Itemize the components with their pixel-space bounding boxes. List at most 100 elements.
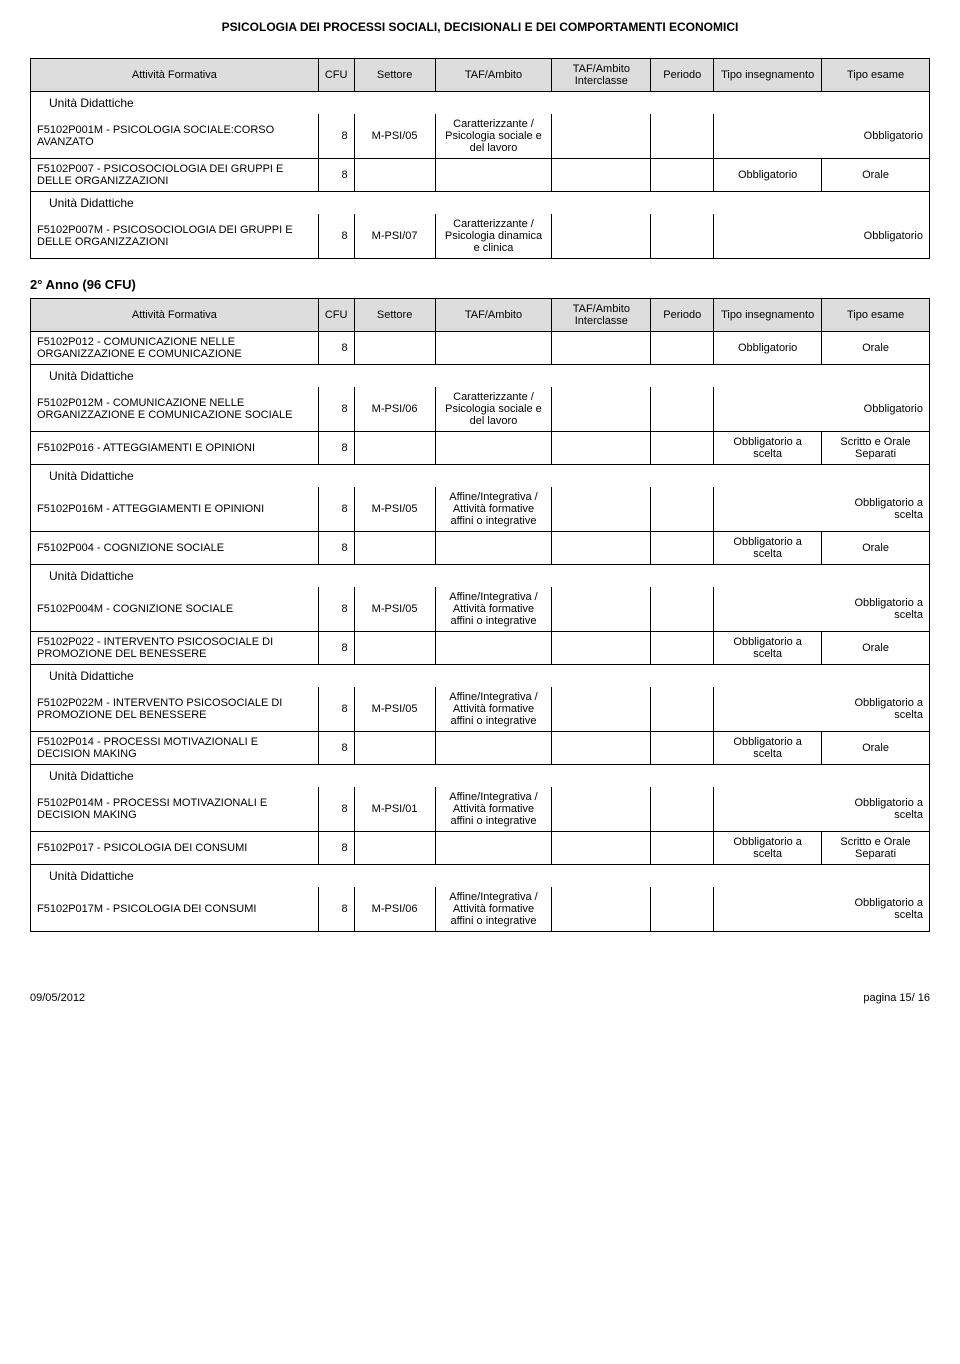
cell-taf: Affine/Integrativa / Attività formative … bbox=[435, 487, 552, 532]
cell-empty bbox=[354, 159, 435, 192]
col-taf-inter: TAF/Ambito Interclasse bbox=[552, 59, 651, 92]
cell-tipo-esame: Orale bbox=[822, 732, 930, 765]
cell-tipo-esame: Obbligatorio a scelta bbox=[822, 787, 930, 832]
cell-tipo-esame: Obbligatorio bbox=[822, 387, 930, 432]
cell-tipo-esame: Scritto e Orale Separati bbox=[822, 432, 930, 465]
cell-cfu: 8 bbox=[318, 787, 354, 832]
table-row: F5102P012 - COMUNICAZIONE NELLE ORGANIZZ… bbox=[31, 332, 930, 365]
table-row: F5102P017M - PSICOLOGIA DEI CONSUMI 8 M-… bbox=[31, 887, 930, 932]
cell-attivita: F5102P017M - PSICOLOGIA DEI CONSUMI bbox=[31, 887, 319, 932]
cell-attivita: F5102P004 - COGNIZIONE SOCIALE bbox=[31, 532, 319, 565]
unita-label: Unità Didattiche bbox=[37, 869, 923, 883]
unita-row: Unità Didattiche bbox=[31, 92, 930, 115]
cell-attivita: F5102P004M - COGNIZIONE SOCIALE bbox=[31, 587, 319, 632]
cell-settore: M-PSI/01 bbox=[354, 787, 435, 832]
cell-empty bbox=[714, 214, 822, 259]
cell-cfu: 8 bbox=[318, 587, 354, 632]
cell-cfu: 8 bbox=[318, 532, 354, 565]
cell-tipo-esame: Scritto e Orale Separati bbox=[822, 832, 930, 865]
cell-settore: M-PSI/05 bbox=[354, 687, 435, 732]
cell-cfu: 8 bbox=[318, 114, 354, 159]
unita-row: Unità Didattiche bbox=[31, 365, 930, 388]
cell-cfu: 8 bbox=[318, 732, 354, 765]
cell-attivita: F5102P016 - ATTEGGIAMENTI E OPINIONI bbox=[31, 432, 319, 465]
anno-2-heading: 2° Anno (96 CFU) bbox=[30, 277, 930, 292]
cell-taf: Affine/Integrativa / Attività formative … bbox=[435, 587, 552, 632]
cell-attivita: F5102P007M - PSICOSOCIOLOGIA DEI GRUPPI … bbox=[31, 214, 319, 259]
cell-attivita: F5102P012M - COMUNICAZIONE NELLE ORGANIZ… bbox=[31, 387, 319, 432]
cell-cfu: 8 bbox=[318, 832, 354, 865]
table-row: F5102P001M - PSICOLOGIA SOCIALE:CORSO AV… bbox=[31, 114, 930, 159]
cell-taf: Caratterizzante / Psicologia dinamica e … bbox=[435, 214, 552, 259]
table-row: F5102P022M - INTERVENTO PSICOSOCIALE DI … bbox=[31, 687, 930, 732]
cell-attivita: F5102P022 - INTERVENTO PSICOSOCIALE DI P… bbox=[31, 632, 319, 665]
cell-tipo-esame: Obbligatorio a scelta bbox=[822, 587, 930, 632]
cell-taf: Caratterizzante / Psicologia sociale e d… bbox=[435, 387, 552, 432]
unita-label: Unità Didattiche bbox=[37, 769, 923, 783]
col-attivita: Attività Formativa bbox=[31, 59, 319, 92]
cell-tipo-esame: Obbligatorio a scelta bbox=[822, 687, 930, 732]
table-row: F5102P017 - PSICOLOGIA DEI CONSUMI 8 Obb… bbox=[31, 832, 930, 865]
cell-cfu: 8 bbox=[318, 687, 354, 732]
table-row: F5102P012M - COMUNICAZIONE NELLE ORGANIZ… bbox=[31, 387, 930, 432]
course-table-2: Attività Formativa CFU Settore TAF/Ambit… bbox=[30, 298, 930, 932]
cell-taf: Caratterizzante / Psicologia sociale e d… bbox=[435, 114, 552, 159]
table-header-row: Attività Formativa CFU Settore TAF/Ambit… bbox=[31, 299, 930, 332]
cell-tipo-ins: Obbligatorio bbox=[714, 332, 822, 365]
unita-label: Unità Didattiche bbox=[37, 469, 923, 483]
table-row: F5102P014M - PROCESSI MOTIVAZIONALI E DE… bbox=[31, 787, 930, 832]
cell-attivita: F5102P007 - PSICOSOCIOLOGIA DEI GRUPPI E… bbox=[31, 159, 319, 192]
table-row: F5102P007M - PSICOSOCIOLOGIA DEI GRUPPI … bbox=[31, 214, 930, 259]
table-header-row: Attività Formativa CFU Settore TAF/Ambit… bbox=[31, 59, 930, 92]
unita-label: Unità Didattiche bbox=[37, 369, 923, 383]
cell-taf: Affine/Integrativa / Attività formative … bbox=[435, 887, 552, 932]
cell-tipo-ins: Obbligatorio a scelta bbox=[714, 532, 822, 565]
cell-empty bbox=[651, 114, 714, 159]
cell-tipo-ins: Obbligatorio bbox=[714, 159, 822, 192]
cell-cfu: 8 bbox=[318, 887, 354, 932]
unita-label: Unità Didattiche bbox=[37, 196, 923, 210]
col-attivita: Attività Formativa bbox=[31, 299, 319, 332]
col-cfu: CFU bbox=[318, 299, 354, 332]
cell-tipo-ins: Obbligatorio a scelta bbox=[714, 832, 822, 865]
cell-attivita: F5102P012 - COMUNICAZIONE NELLE ORGANIZZ… bbox=[31, 332, 319, 365]
cell-taf: Affine/Integrativa / Attività formative … bbox=[435, 687, 552, 732]
cell-empty bbox=[714, 114, 822, 159]
cell-tipo-esame: Orale bbox=[822, 332, 930, 365]
table-row: F5102P014 - PROCESSI MOTIVAZIONALI E DEC… bbox=[31, 732, 930, 765]
cell-tipo-ins: Obbligatorio a scelta bbox=[714, 432, 822, 465]
cell-tipo-esame: Orale bbox=[822, 159, 930, 192]
cell-cfu: 8 bbox=[318, 432, 354, 465]
cell-tipo-esame: Orale bbox=[822, 632, 930, 665]
col-settore: Settore bbox=[354, 299, 435, 332]
cell-attivita: F5102P014M - PROCESSI MOTIVAZIONALI E DE… bbox=[31, 787, 319, 832]
cell-empty bbox=[552, 114, 651, 159]
cell-settore: M-PSI/06 bbox=[354, 887, 435, 932]
cell-taf: Affine/Integrativa / Attività formative … bbox=[435, 787, 552, 832]
cell-attivita: F5102P014 - PROCESSI MOTIVAZIONALI E DEC… bbox=[31, 732, 319, 765]
cell-settore: M-PSI/06 bbox=[354, 387, 435, 432]
unita-row: Unità Didattiche bbox=[31, 192, 930, 215]
cell-cfu: 8 bbox=[318, 159, 354, 192]
cell-empty bbox=[354, 332, 435, 365]
table-row: F5102P016 - ATTEGGIAMENTI E OPINIONI 8 O… bbox=[31, 432, 930, 465]
col-cfu: CFU bbox=[318, 59, 354, 92]
col-taf: TAF/Ambito bbox=[435, 299, 552, 332]
cell-cfu: 8 bbox=[318, 387, 354, 432]
col-taf-inter: TAF/Ambito Interclasse bbox=[552, 299, 651, 332]
unita-label: Unità Didattiche bbox=[37, 569, 923, 583]
cell-tipo-ins: Obbligatorio a scelta bbox=[714, 732, 822, 765]
unita-row: Unità Didattiche bbox=[31, 865, 930, 888]
unita-row: Unità Didattiche bbox=[31, 565, 930, 588]
course-table-1: Attività Formativa CFU Settore TAF/Ambit… bbox=[30, 58, 930, 259]
cell-cfu: 8 bbox=[318, 214, 354, 259]
col-taf: TAF/Ambito bbox=[435, 59, 552, 92]
table-row: F5102P007 - PSICOSOCIOLOGIA DEI GRUPPI E… bbox=[31, 159, 930, 192]
unita-row: Unità Didattiche bbox=[31, 665, 930, 688]
col-tipo-esame: Tipo esame bbox=[822, 299, 930, 332]
cell-settore: M-PSI/05 bbox=[354, 587, 435, 632]
unita-row: Unità Didattiche bbox=[31, 465, 930, 488]
cell-empty bbox=[552, 214, 651, 259]
cell-empty bbox=[435, 159, 552, 192]
cell-empty bbox=[651, 214, 714, 259]
